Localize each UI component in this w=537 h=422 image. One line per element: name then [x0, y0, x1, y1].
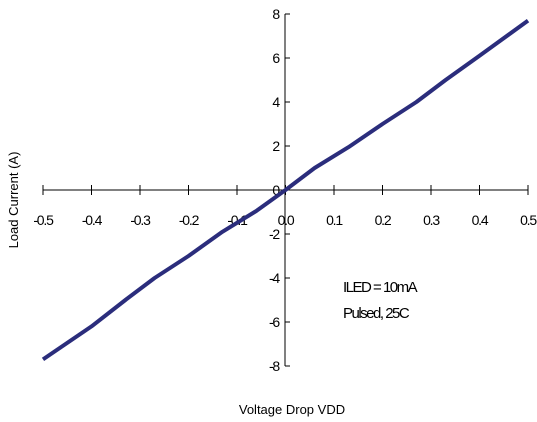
y-tick-label: -8	[269, 358, 280, 374]
series-line-0	[41, 18, 530, 362]
x-tick-label: 0.0	[278, 212, 295, 228]
x-tick-label: -0.2	[179, 212, 200, 228]
y-tick-label: -6	[269, 314, 280, 330]
annotation-line-2: Pulsed, 25C	[343, 305, 410, 322]
y-tick-label: 2	[272, 138, 280, 154]
x-tick-label: -0.5	[33, 212, 54, 228]
x-tick-label: 0.5	[520, 212, 537, 228]
y-tick-label: -2	[269, 226, 280, 242]
x-tick-label: 0.2	[375, 212, 392, 228]
x-tick-label: 0.3	[423, 212, 440, 228]
x-axis-title: Voltage Drop VDD	[239, 402, 345, 417]
y-axis-title: Load Current (A)	[6, 152, 21, 249]
annotation-line-1: ILED = 10mA	[343, 279, 418, 296]
y-tick-label: 8	[272, 6, 280, 22]
y-tick-label: -4	[269, 270, 280, 286]
x-tick-label: -0.3	[130, 212, 151, 228]
y-tick-label: 4	[272, 94, 280, 110]
x-tick-label: -0.4	[82, 212, 103, 228]
y-tick-label: 6	[272, 50, 280, 66]
x-tick-label: 0.1	[326, 212, 343, 228]
y-tick-label: 0	[272, 182, 280, 198]
x-tick-label: 0.4	[472, 212, 489, 228]
